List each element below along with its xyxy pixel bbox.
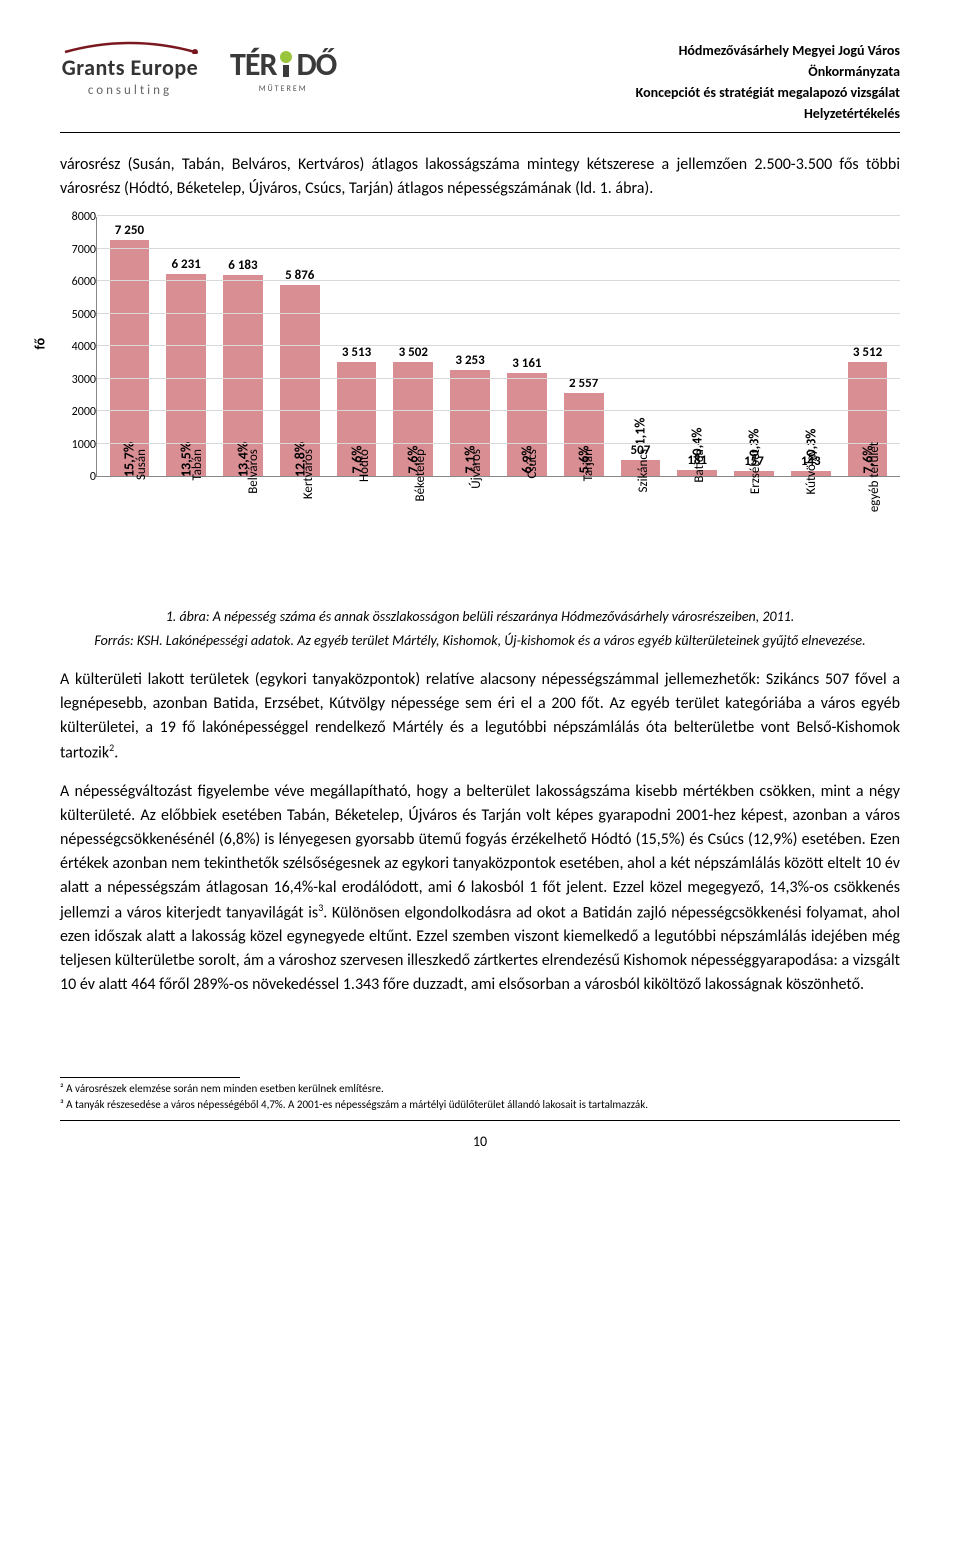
bar-value-label: 7 250 <box>115 223 144 238</box>
gridline <box>97 410 900 411</box>
paragraph-3: A népességváltozást figyelembe véve megá… <box>60 780 900 997</box>
para3-text: A népességváltozást figyelembe véve megá… <box>60 782 900 922</box>
x-axis-label: egyéb terület <box>861 442 931 512</box>
header-logos: Grants Europe consulting TÉR DŐ MŰTEREM <box>60 40 336 98</box>
gridline <box>97 443 900 444</box>
population-chart: fő 010002000300040005000600070008000 7 2… <box>60 217 900 547</box>
footnote-3: ³ A tanyák részesedése a város népességé… <box>60 1098 900 1112</box>
terido-sub: MŰTEREM <box>230 84 336 94</box>
bar-column: 3 5027,6% <box>385 217 442 476</box>
terido-text2: DŐ <box>296 45 336 84</box>
y-tick: 6000 <box>72 275 96 289</box>
grants-europe-logo: Grants Europe consulting <box>60 40 200 98</box>
paragraph-2: A külterületi lakott területek (egykori … <box>60 668 900 765</box>
bar-column: 1430,3% <box>782 217 839 476</box>
chart-plot-area: 7 250 15,7% 6 231 13,5% 6 183 13,4%5 87612,8%… <box>96 217 900 477</box>
gridline <box>97 345 900 346</box>
bar: 15,7% <box>110 240 150 476</box>
bar-value-label: 6 231 <box>172 257 201 272</box>
bar: 13,5% <box>166 274 206 477</box>
chart-caption-source: Forrás: KSH. Lakónépességi adatok. Az eg… <box>60 631 900 651</box>
bar-percent-label: 1,1% <box>632 417 649 445</box>
y-tick: 4000 <box>72 340 96 354</box>
bar-column: 3 2537,1% <box>442 217 499 476</box>
chart-bars: 7 250 15,7% 6 231 13,5% 6 183 13,4%5 87612,8%… <box>97 217 900 476</box>
gridline <box>97 378 900 379</box>
bar-value-label: 3 502 <box>399 345 428 360</box>
footnote-2: ² A városrészek elemzése során nem minde… <box>60 1082 900 1096</box>
terido-dot-icon <box>278 49 294 79</box>
bar-column: 7 250 15,7% <box>101 217 158 476</box>
y-axis-ticks: 010002000300040005000600070008000 <box>60 217 96 477</box>
x-axis-labels: SusánTabánBelvárosKertvárosHódtóBéketele… <box>96 477 900 547</box>
bar: 13,4% <box>223 275 263 476</box>
gridline <box>97 248 900 249</box>
header-line3: Koncepciót és stratégiát megalapozó vizs… <box>636 82 900 103</box>
y-tick: 3000 <box>72 373 96 387</box>
footnote-rule <box>60 1077 240 1078</box>
terido-logo: TÉR DŐ MŰTEREM <box>230 45 336 94</box>
y-tick: 5000 <box>72 308 96 322</box>
bar-value-label: 3 512 <box>853 345 882 360</box>
y-axis-label: fő <box>32 338 49 350</box>
bar-column: 3 5127,6% <box>839 217 896 476</box>
terido-text: TÉR <box>230 45 276 84</box>
bar-column: 1810,4% <box>669 217 726 476</box>
bar-value-label: 6 183 <box>228 258 257 273</box>
page-bottom-rule <box>60 1120 900 1121</box>
page-header: Grants Europe consulting TÉR DŐ MŰTEREM … <box>60 40 900 133</box>
y-tick: 7000 <box>72 243 96 257</box>
logo-arc-icon <box>60 40 200 54</box>
para2-text: A külterületi lakott területek (egykori … <box>60 670 900 762</box>
gridline <box>97 280 900 281</box>
bar-column: 1570,3% <box>726 217 783 476</box>
gridline <box>97 313 900 314</box>
page: Grants Europe consulting TÉR DŐ MŰTEREM … <box>0 0 960 1180</box>
grants-logo-text: Grants Europe <box>62 54 199 81</box>
bar-column: 5 87612,8% <box>271 217 328 476</box>
header-line1: Hódmezővásárhely Megyei Jogú Város <box>636 40 900 61</box>
page-number: 10 <box>60 1133 900 1150</box>
bar-column: 2 5575,6% <box>555 217 612 476</box>
bar-column: 3 5137,6% <box>328 217 385 476</box>
bar-column: 6 183 13,4% <box>215 217 272 476</box>
footnotes: ² A városrészek elemzése során nem minde… <box>60 1077 900 1113</box>
y-tick: 1000 <box>72 438 96 452</box>
bar-value-label: 3 513 <box>342 345 371 360</box>
bar-column: 6 231 13,5% <box>158 217 215 476</box>
paragraph-1: városrész (Susán, Tabán, Belváros, Kertv… <box>60 153 900 201</box>
header-line4: Helyzetértékelés <box>636 103 900 124</box>
bar-column: 3 1616,9% <box>498 217 555 476</box>
y-tick: 8000 <box>72 210 96 224</box>
para2-end: . <box>114 744 118 763</box>
header-line2: Önkormányzata <box>636 61 900 82</box>
bar: 12,8% <box>280 285 320 476</box>
y-tick: 2000 <box>72 405 96 419</box>
bar-value-label: 3 161 <box>512 356 541 371</box>
gridline <box>97 215 900 216</box>
x-axis-label: Kútvölgy <box>798 449 868 505</box>
grants-logo-sub: consulting <box>88 83 172 98</box>
bar-column: 5071,1% <box>612 217 669 476</box>
header-right-text: Hódmezővásárhely Megyei Jogú Város Önkor… <box>636 40 900 124</box>
chart-caption: 1. ábra: A népesség száma és annak összl… <box>60 607 900 627</box>
bar-value-label: 3 253 <box>455 353 484 368</box>
